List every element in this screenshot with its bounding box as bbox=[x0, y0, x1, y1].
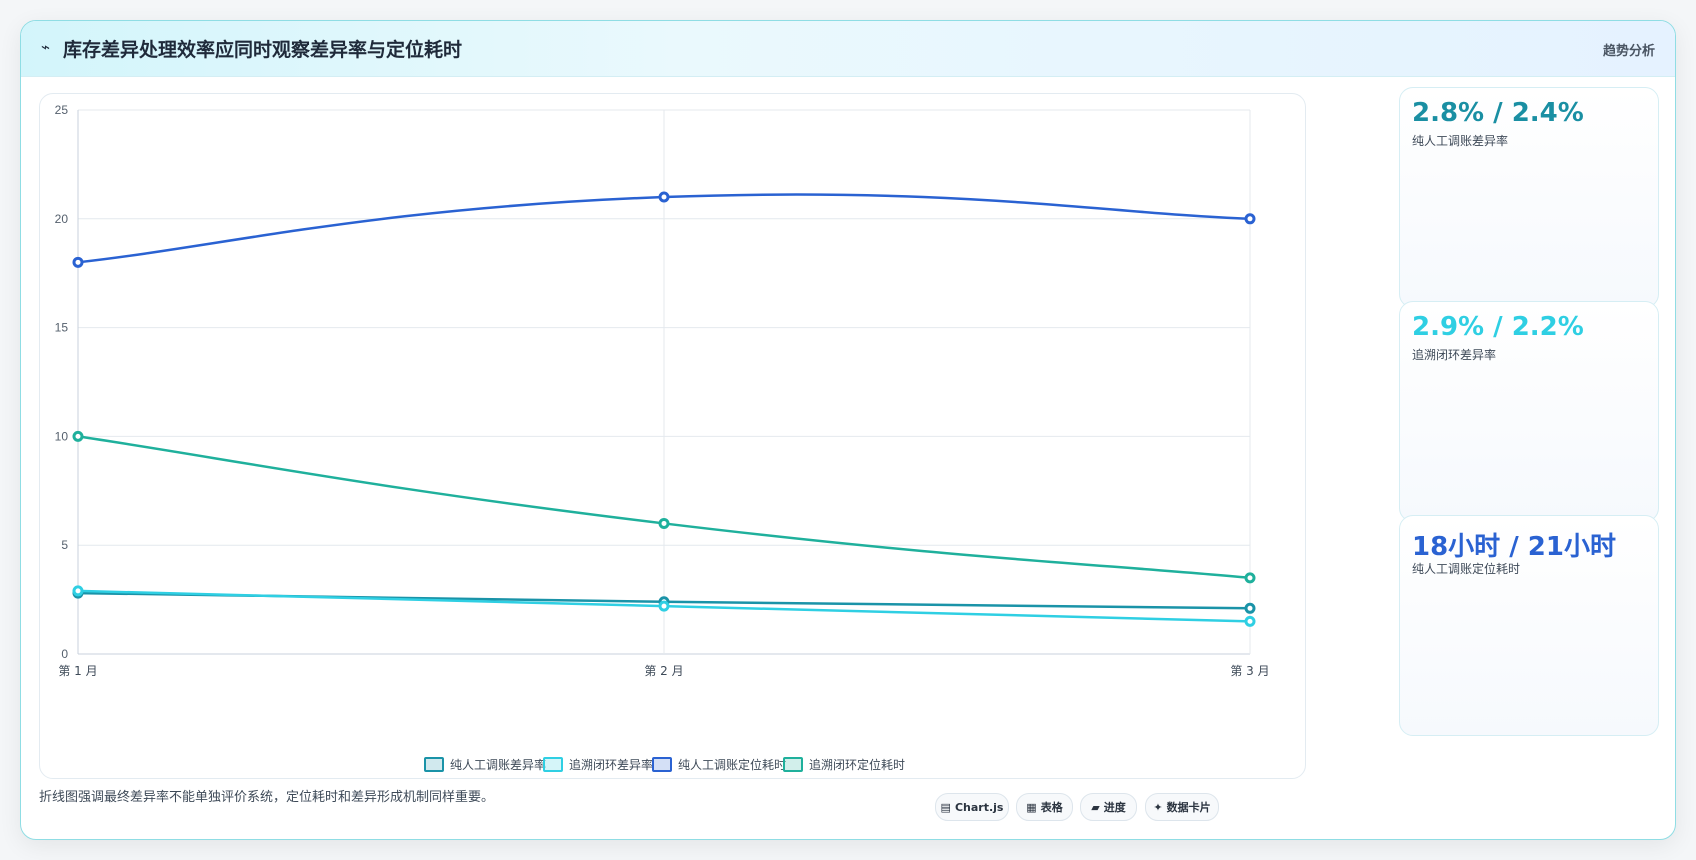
kpi-card-2: 2.9% / 2.2% 追溯闭环差异率 bbox=[1399, 301, 1659, 522]
chip-progress[interactable]: ▰ 进度 bbox=[1080, 793, 1137, 821]
x-tick-label: 第 1 月 bbox=[58, 664, 97, 678]
chip-table[interactable]: ▦ 表格 bbox=[1016, 793, 1073, 821]
line-chart: 0 5 10 15 20 25 第 1 月 第 2 月 第 3 月 bbox=[55, 103, 1270, 678]
y-tick-label: 10 bbox=[55, 429, 69, 443]
series-4-point bbox=[1244, 572, 1256, 584]
kpi-value: 18小时 / 21小时 bbox=[1412, 532, 1616, 562]
legend-item-1[interactable]: 纯人工调账差异率 bbox=[424, 756, 546, 773]
y-tick-label: 20 bbox=[55, 212, 69, 226]
chip-label: 表格 bbox=[1040, 801, 1063, 814]
kpi-value: 2.8% / 2.4% bbox=[1412, 98, 1584, 128]
legend-swatch bbox=[652, 757, 672, 772]
progress-icon: ▰ bbox=[1091, 800, 1100, 814]
card-title: 库存差异处理效率应同时观察差异率与定位耗时 bbox=[63, 39, 463, 61]
y-tick-label: 0 bbox=[61, 647, 68, 661]
chip-chartjs[interactable]: ▤ Chart.js bbox=[935, 793, 1009, 821]
chart-icon: ▤ bbox=[940, 800, 951, 814]
legend-label: 纯人工调账差异率 bbox=[450, 758, 547, 772]
card-header: ⌁ 库存差异处理效率应同时观察差异率与定位耗时 趋势分析 bbox=[21, 21, 1675, 77]
sparkle-icon: ✦ bbox=[1153, 800, 1163, 814]
series-2-point bbox=[72, 585, 84, 597]
x-tick-label: 第 2 月 bbox=[644, 664, 683, 678]
series-4-point bbox=[72, 430, 84, 442]
kpi-value: 2.9% / 2.2% bbox=[1412, 312, 1584, 342]
chart-footnote: 折线图强调最终差异率不能单独评价系统，定位耗时和差异形成机制同样重要。 bbox=[39, 790, 495, 805]
series-2-point bbox=[658, 600, 670, 612]
trend-icon: ⌁ bbox=[41, 38, 51, 56]
legend-item-2[interactable]: 追溯闭环差异率 bbox=[543, 756, 653, 773]
series-3-point bbox=[72, 256, 84, 268]
legend-label: 追溯闭环定位耗时 bbox=[809, 758, 906, 772]
legend-swatch bbox=[783, 757, 803, 772]
y-tick-label: 15 bbox=[55, 321, 69, 335]
kpi-card-1: 2.8% / 2.4% 纯人工调账差异率 bbox=[1399, 87, 1659, 308]
legend-label: 纯人工调账定位耗时 bbox=[678, 758, 787, 772]
legend-item-4[interactable]: 追溯闭环定位耗时 bbox=[783, 756, 905, 773]
kpi-label: 纯人工调账定位耗时 bbox=[1412, 562, 1521, 576]
chart-panel: 0 5 10 15 20 25 第 1 月 第 2 月 第 3 月 bbox=[39, 93, 1306, 779]
series-3-point bbox=[1244, 213, 1256, 225]
chip-label: 数据卡片 bbox=[1166, 801, 1211, 814]
y-tick-label: 25 bbox=[55, 103, 69, 117]
legend-swatch bbox=[543, 757, 563, 772]
kpi-label: 追溯闭环差异率 bbox=[1412, 348, 1497, 362]
x-tick-label: 第 3 月 bbox=[1230, 664, 1269, 678]
chip-label: Chart.js bbox=[954, 800, 1004, 814]
legend-swatch bbox=[424, 757, 444, 772]
chart-card: ⌁ 库存差异处理效率应同时观察差异率与定位耗时 趋势分析 0 5 10 15 20 25 第… bbox=[20, 20, 1676, 840]
table-icon: ▦ bbox=[1026, 800, 1037, 814]
legend-item-3[interactable]: 纯人工调账定位耗时 bbox=[652, 756, 786, 773]
series-1-point bbox=[1244, 602, 1256, 614]
kpi-card-3: 18小时 / 21小时 纯人工调账定位耗时 bbox=[1399, 515, 1659, 736]
mode-label[interactable]: 趋势分析 bbox=[1602, 44, 1655, 59]
series-2-point bbox=[1244, 615, 1256, 627]
series-3-point bbox=[658, 191, 670, 203]
chip-datacard[interactable]: ✦ 数据卡片 bbox=[1145, 793, 1219, 821]
y-tick-label: 5 bbox=[61, 538, 68, 552]
legend-label: 追溯闭环差异率 bbox=[569, 758, 654, 772]
kpi-label: 纯人工调账差异率 bbox=[1412, 134, 1509, 148]
chip-label: 进度 bbox=[1103, 801, 1126, 814]
series-4-point bbox=[658, 517, 670, 529]
